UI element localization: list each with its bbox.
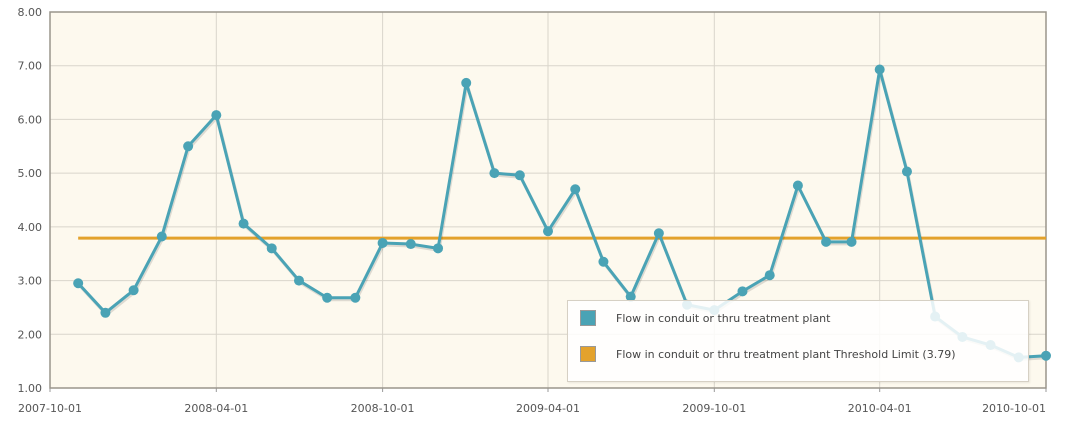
x-tick-label: 2010-04-01 (848, 402, 912, 415)
flow-point (514, 170, 525, 181)
flow-point (238, 218, 249, 229)
flow-point (653, 228, 664, 239)
flow-point (377, 237, 388, 248)
flow-point (128, 285, 139, 296)
flow-point (266, 243, 277, 254)
legend-item-threshold[interactable]: Flow in conduit or thru treatment plant … (580, 345, 956, 363)
flow-point (489, 168, 500, 179)
x-tick-label: 2010-10-01 (982, 402, 1046, 415)
flow-point (737, 286, 748, 297)
flow-point (211, 110, 222, 121)
flow-point (433, 243, 444, 254)
flow-point (598, 256, 609, 267)
y-tick-label: 8.00 (18, 6, 43, 19)
x-tick-label: 2009-10-01 (682, 402, 746, 415)
x-tick-label: 2008-04-01 (184, 402, 248, 415)
flow-point (322, 292, 333, 303)
legend-label-flow: Flow in conduit or thru treatment plant (616, 311, 831, 325)
flow-point (183, 141, 194, 152)
flow-point (792, 180, 803, 191)
flow-point (543, 226, 553, 237)
flow-point (294, 275, 304, 286)
flow-point (461, 77, 472, 88)
x-tick-label: 2007-10-01 (18, 402, 82, 415)
flow-point (350, 292, 361, 303)
flow-point (1041, 350, 1051, 361)
flow-line (77, 67, 1047, 359)
y-tick-label: 5.00 (18, 167, 43, 180)
chart-legend: Flow in conduit or thru treatment plant … (567, 300, 1029, 382)
flow-point (901, 166, 912, 177)
flow-point (100, 307, 111, 318)
plot-border (49, 11, 1047, 389)
y-tick-label: 2.00 (18, 328, 43, 341)
flow-point (570, 184, 581, 195)
flow-point (73, 278, 84, 289)
flow-point (625, 291, 636, 302)
legend-swatch-threshold (580, 346, 596, 362)
y-tick-label: 4.00 (18, 221, 43, 234)
flow-point (156, 231, 167, 242)
legend-label-threshold: Flow in conduit or thru treatment plant … (616, 347, 956, 361)
flow-point (764, 270, 775, 281)
y-tick-label: 7.00 (18, 60, 43, 73)
y-tick-label: 1.00 (18, 382, 43, 395)
flow-point (405, 239, 416, 250)
legend-item-flow[interactable]: Flow in conduit or thru treatment plant (580, 309, 830, 327)
y-tick-label: 3.00 (18, 275, 43, 288)
x-tick-label: 2009-04-01 (516, 402, 580, 415)
legend-swatch-flow (580, 310, 596, 326)
flow-point (821, 236, 832, 247)
flow-point (846, 236, 857, 247)
y-tick-label: 6.00 (18, 113, 43, 126)
x-tick-label: 2008-10-01 (351, 402, 415, 415)
flow-point (874, 64, 885, 75)
